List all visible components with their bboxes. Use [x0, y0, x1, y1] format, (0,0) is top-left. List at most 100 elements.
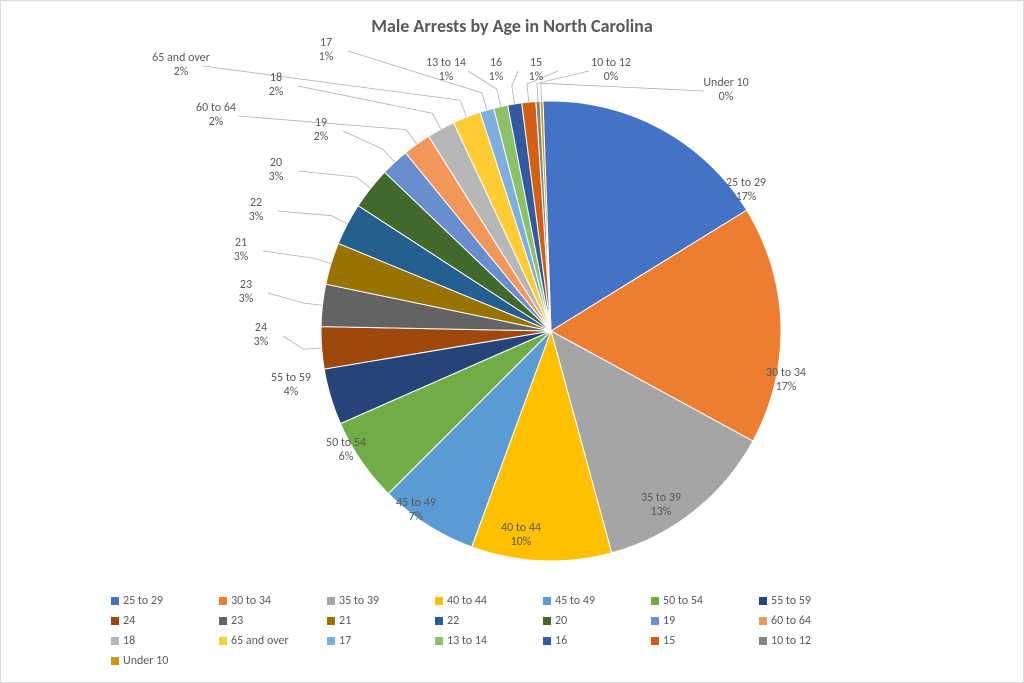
data-label-name: 30 to 34	[766, 367, 806, 381]
data-label-pct: 0%	[703, 91, 748, 105]
legend-swatch	[759, 617, 767, 625]
legend-swatch	[111, 617, 119, 625]
legend-item: 65 and over	[219, 634, 303, 648]
legend-swatch	[327, 637, 335, 645]
data-label-pct: 2%	[196, 116, 236, 130]
data-label-pct: 2%	[269, 86, 284, 100]
legend-swatch	[219, 617, 227, 625]
data-label-pct: 0%	[591, 71, 631, 85]
legend-swatch	[111, 597, 119, 605]
data-label-name: 20	[269, 157, 284, 171]
legend-item: 17	[327, 634, 411, 648]
data-label-pct: 6%	[326, 451, 366, 465]
legend-label: 30 to 34	[231, 594, 271, 608]
legend-swatch	[759, 597, 767, 605]
data-label: 10 to 120%	[591, 57, 631, 85]
data-label: 192%	[314, 117, 329, 145]
data-label-name: 22	[249, 197, 264, 211]
data-label-name: 24	[254, 322, 269, 336]
leader-line	[512, 71, 518, 104]
legend-item: 15	[651, 634, 735, 648]
leader-line	[348, 51, 487, 110]
data-label-pct: 3%	[269, 171, 284, 185]
legend-swatch	[759, 637, 767, 645]
leader-line	[283, 336, 322, 349]
legend-item: 16	[543, 634, 627, 648]
data-label: 40 to 4410%	[501, 522, 541, 550]
legend-swatch	[219, 637, 227, 645]
legend-label: 65 and over	[231, 634, 289, 648]
legend-swatch	[111, 657, 119, 665]
data-label: 213%	[234, 237, 249, 265]
data-label-pct: 3%	[254, 336, 269, 350]
data-label-name: 65 and over	[152, 52, 210, 66]
legend-item: 24	[111, 614, 195, 628]
data-label-name: 23	[239, 279, 254, 293]
data-label-name: 13 to 14	[426, 57, 466, 71]
data-label-name: 21	[234, 237, 249, 251]
legend-item: 55 to 59	[759, 594, 843, 608]
data-label-name: 16	[489, 57, 504, 71]
data-label-pct: 1%	[489, 71, 504, 85]
leader-line	[537, 71, 589, 101]
data-label-pct: 1%	[426, 71, 466, 85]
data-label: 233%	[239, 279, 254, 307]
legend-item: 50 to 54	[651, 594, 735, 608]
data-label-pct: 13%	[641, 506, 681, 520]
legend-label: 60 to 64	[771, 614, 811, 628]
legend-item: 22	[435, 614, 519, 628]
data-label-name: 17	[319, 37, 334, 51]
data-label-name: 25 to 29	[726, 177, 766, 191]
leader-line	[298, 171, 371, 188]
data-label-pct: 1%	[319, 51, 334, 65]
legend-swatch	[651, 637, 659, 645]
legend-swatch	[111, 637, 119, 645]
data-label-name: 45 to 49	[396, 497, 436, 511]
legend-swatch	[651, 597, 659, 605]
data-label: 25 to 2917%	[726, 177, 766, 205]
data-label: 35 to 3913%	[641, 492, 681, 520]
legend-label: 45 to 49	[555, 594, 595, 608]
data-label-pct: 3%	[234, 251, 249, 265]
leader-line	[263, 251, 331, 264]
data-label-pct: 7%	[396, 511, 436, 525]
data-label: 171%	[319, 37, 334, 65]
data-label: 65 and over2%	[152, 52, 210, 80]
data-label-pct: 17%	[726, 191, 766, 205]
data-label: 30 to 3417%	[766, 367, 806, 395]
data-label: 45 to 497%	[396, 497, 436, 525]
legend-item: 25 to 29	[111, 594, 195, 608]
legend: 25 to 29 30 to 34 35 to 39 40 to 44 45 to 49…	[111, 594, 913, 668]
data-label-name: 60 to 64	[196, 102, 236, 116]
data-label-pct: 10%	[501, 536, 541, 550]
legend-label: 21	[339, 614, 351, 628]
data-label: 50 to 546%	[326, 437, 366, 465]
legend-item: 45 to 49	[543, 594, 627, 608]
legend-item: 35 to 39	[327, 594, 411, 608]
leader-line	[278, 211, 347, 224]
data-label-name: 15	[529, 57, 544, 71]
legend-item: 40 to 44	[435, 594, 519, 608]
legend-swatch	[543, 617, 551, 625]
legend-label: 25 to 29	[123, 594, 163, 608]
leader-line	[343, 131, 395, 162]
legend-item: 20	[543, 614, 627, 628]
pie-svg	[51, 31, 975, 571]
chart-container: Male Arrests by Age in North Carolina 25…	[0, 0, 1024, 683]
legend-label: 19	[663, 614, 675, 628]
legend-item: 10 to 12	[759, 634, 843, 648]
legend-label: 15	[663, 634, 675, 648]
legend-label: 55 to 59	[771, 594, 811, 608]
legend-swatch	[543, 597, 551, 605]
data-label-name: 55 to 59	[271, 372, 311, 386]
legend-label: 40 to 44	[447, 594, 487, 608]
legend-label: Under 10	[123, 654, 168, 668]
data-label: 151%	[529, 57, 544, 85]
data-label: 55 to 594%	[271, 372, 311, 400]
data-label-pct: 2%	[152, 66, 210, 80]
data-label-pct: 3%	[239, 293, 254, 307]
data-label-pct: 2%	[314, 131, 329, 145]
legend-swatch	[435, 637, 443, 645]
legend-label: 20	[555, 614, 567, 628]
data-label: 243%	[254, 322, 269, 350]
